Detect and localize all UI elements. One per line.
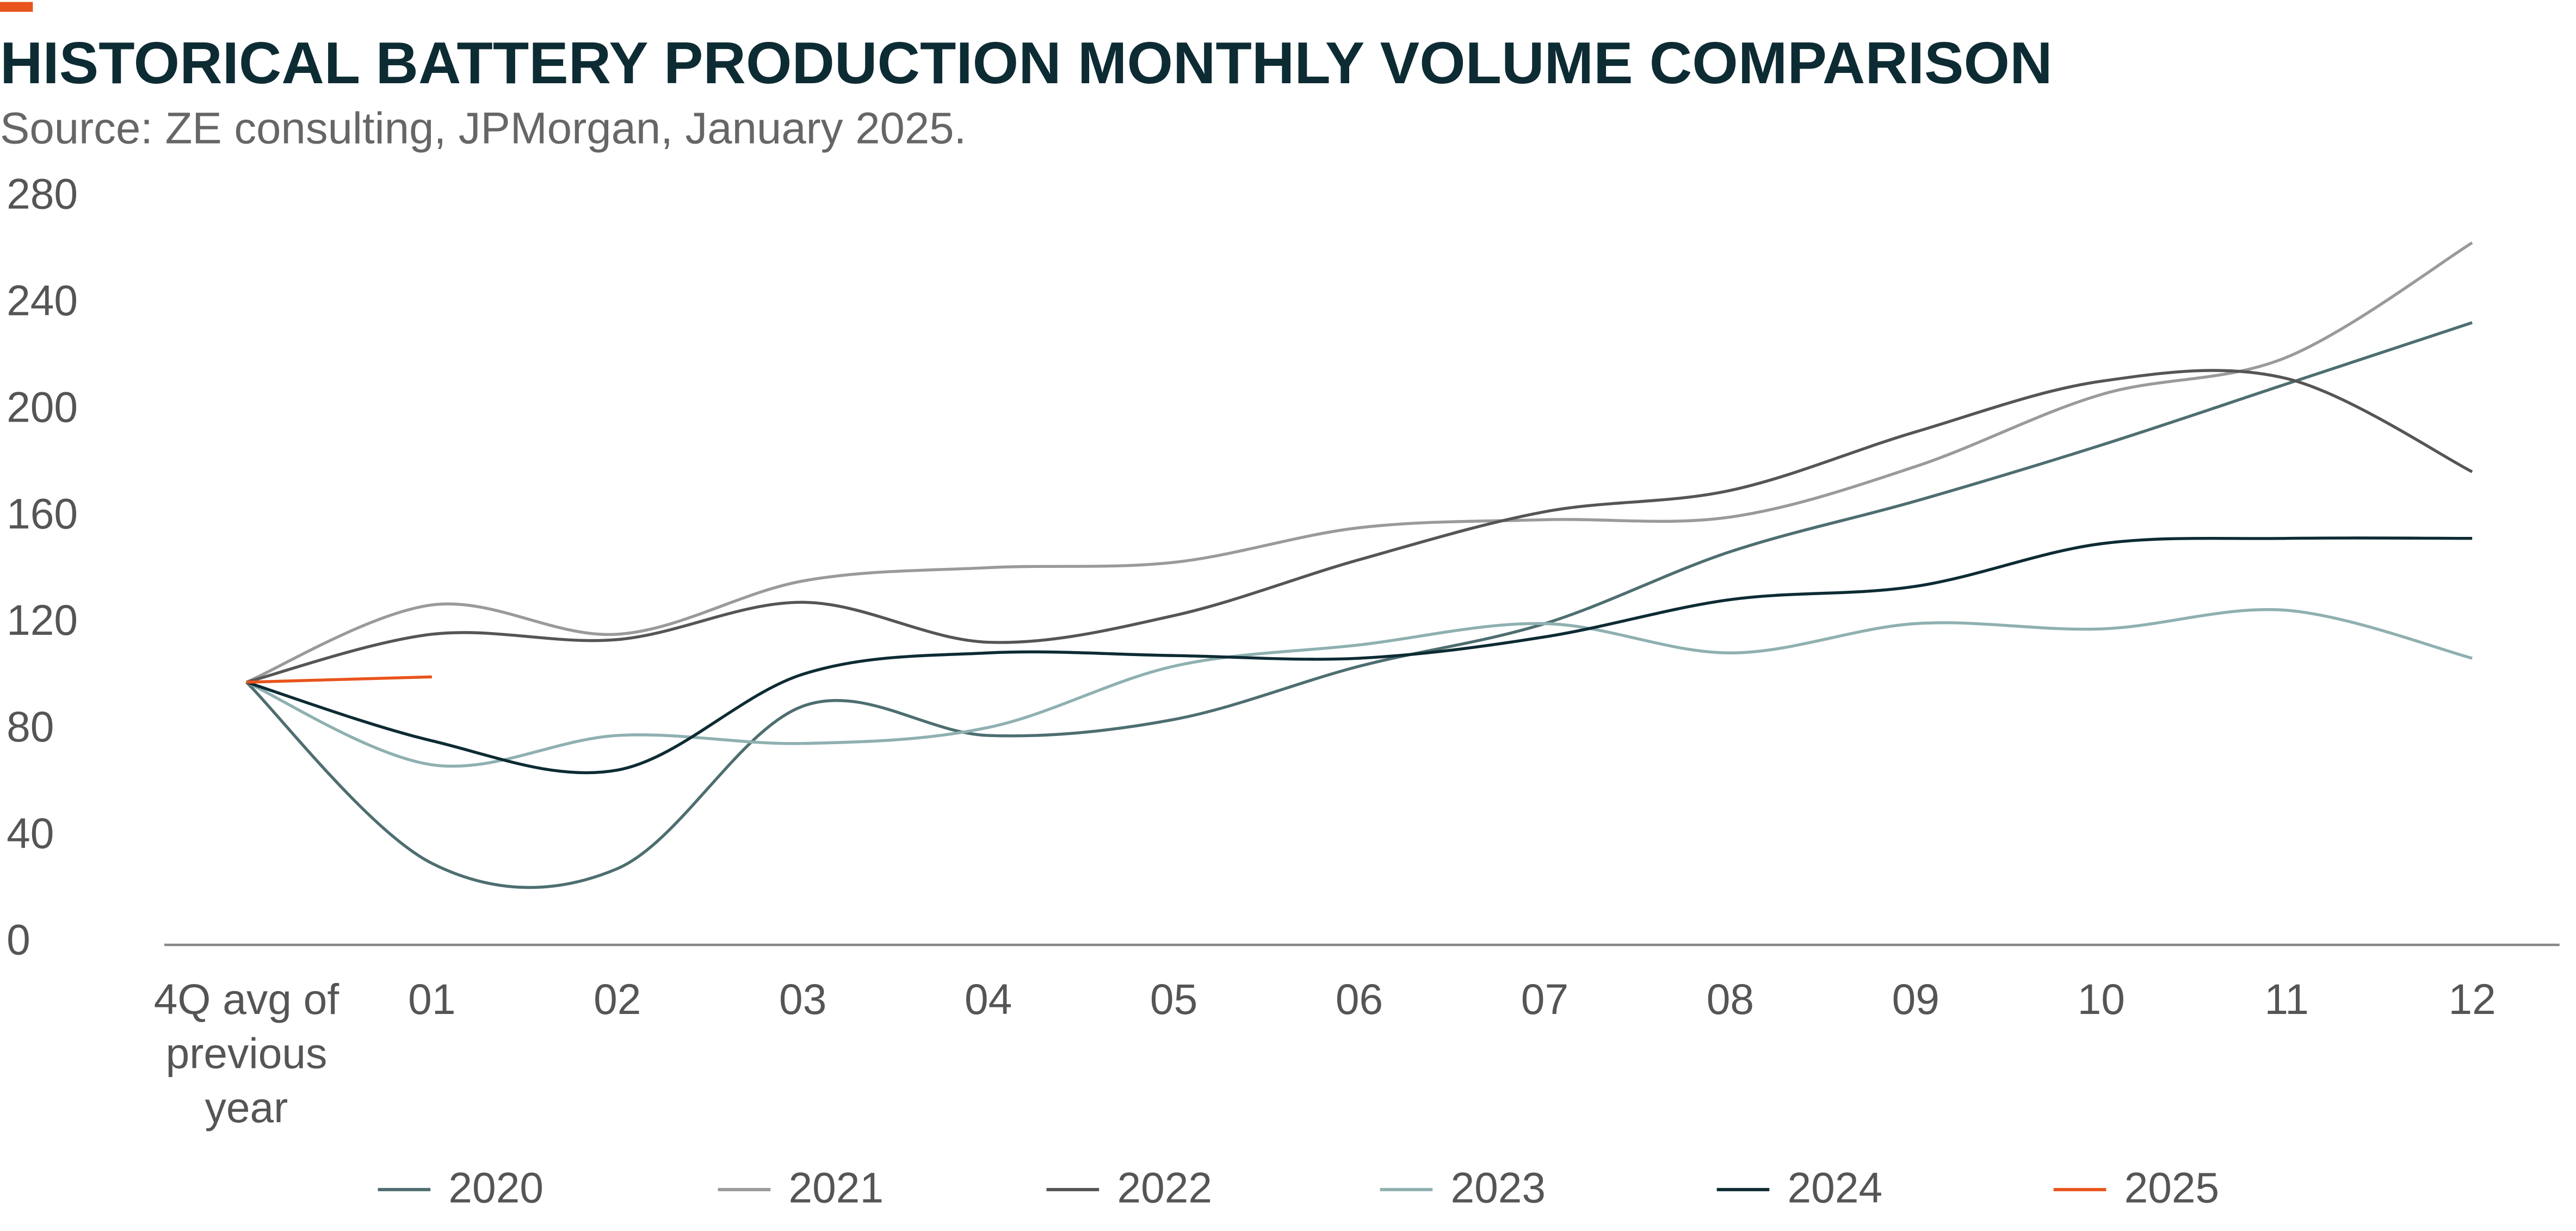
x-tick-label-box: 11 (2264, 974, 2309, 1024)
data-line (246, 369, 2473, 684)
accent-bar (0, 2, 33, 12)
x-tick-label-box: 03 (779, 974, 827, 1024)
x-tick-label-box: 12 (2448, 974, 2496, 1024)
x-tick-label: 04 (964, 974, 1012, 1024)
x-tick-label: 12 (2448, 974, 2496, 1024)
x-tick-label-box: 02 (594, 974, 641, 1024)
data-line (246, 536, 2473, 775)
x-tick-label-box: 07 (1521, 974, 1569, 1024)
y-tick-label: 240 (7, 277, 78, 325)
x-tick-label: 10 (2077, 974, 2125, 1024)
x-tick-label-box: 08 (1706, 974, 1755, 1024)
x-tick-label-box: 10 (2077, 974, 2125, 1024)
x-tick-label: 08 (1706, 974, 1755, 1024)
x-tick-label: 03 (779, 974, 827, 1024)
y-tick-label: 120 (7, 596, 78, 644)
legend-label: 2023 (1450, 1164, 1546, 1212)
y-tick-label: 40 (7, 809, 54, 857)
y-tick-label: 160 (7, 490, 78, 537)
legend-label: 2021 (788, 1164, 884, 1212)
x-tick-label-box: 04 (964, 974, 1012, 1024)
y-tick-label: 280 (7, 170, 78, 218)
data-line (245, 241, 2473, 684)
data-line (245, 608, 2473, 768)
chart-title: HISTORICAL BATTERY PRODUCTION MONTHLY VO… (0, 30, 2053, 96)
y-tick-label: 0 (7, 916, 30, 964)
x-tick-label: 11 (2264, 974, 2309, 1024)
x-tick-label: 4Q avg of previous year (153, 974, 339, 1133)
y-tick-label: 200 (7, 383, 78, 431)
y-tick-label: 80 (7, 703, 54, 751)
x-tick-label: 05 (1150, 974, 1198, 1024)
x-tick-label-box: 06 (1335, 974, 1383, 1024)
x-tick-label-box: 01 (408, 974, 456, 1024)
chart-subtitle: Source: ZE consulting, JPMorgan, January… (0, 104, 966, 153)
data-line (246, 675, 432, 684)
x-tick-label-box: 4Q avg of previous year (153, 974, 339, 1133)
x-tick-label-box: 05 (1150, 974, 1198, 1024)
legend-label: 2025 (2124, 1164, 2220, 1212)
data-line (245, 321, 2473, 889)
x-tick-label: 02 (594, 974, 641, 1024)
legend-label: 2020 (448, 1164, 543, 1212)
legend-label: 2022 (1117, 1164, 1212, 1212)
legend-label: 2024 (1788, 1164, 1883, 1212)
x-tick-label: 06 (1335, 974, 1383, 1024)
x-tick-label: 01 (408, 974, 456, 1024)
x-tick-label: 09 (1892, 974, 1939, 1024)
x-tick-label-box: 09 (1892, 974, 1939, 1024)
x-tick-label: 07 (1521, 974, 1569, 1024)
